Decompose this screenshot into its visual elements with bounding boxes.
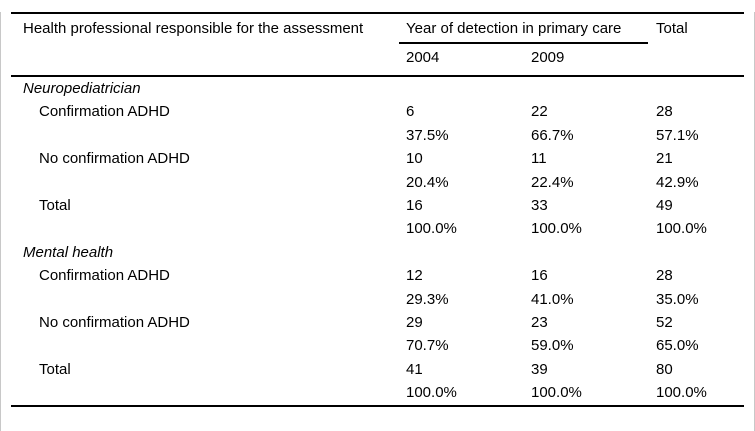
percent-value: 100.0% xyxy=(406,220,457,238)
cell-total: 80 100.0% xyxy=(656,358,744,406)
count-value: 10 xyxy=(406,150,423,168)
cell-2009: 23 59.0% xyxy=(531,311,656,358)
count-value: 28 xyxy=(656,267,673,285)
table-body: Neuropediatrician Confirmation ADHD 6 37… xyxy=(11,76,744,406)
table-header: Health professional responsible for the … xyxy=(11,13,744,76)
cell-2004: 10 20.4% xyxy=(406,147,531,194)
cell-2009: 33 100.0% xyxy=(531,194,656,241)
count-value: 29 xyxy=(406,314,423,332)
percent-value: 66.7% xyxy=(531,126,574,144)
cell-2009: 39 100.0% xyxy=(531,358,656,406)
count-value: 33 xyxy=(531,197,548,215)
header-year-group-label: Year of detection in primary care xyxy=(399,20,648,44)
cell-total: 49 100.0% xyxy=(656,194,744,241)
row-label: Total xyxy=(39,197,71,215)
row-label: Confirmation ADHD xyxy=(39,103,170,121)
cell-total: 28 35.0% xyxy=(656,264,744,311)
table-row: Total 41 100.0% 39 100.0% 80 100.0% xyxy=(11,358,744,406)
table-row: Confirmation ADHD 12 29.3% 16 41.0% 28 3… xyxy=(11,264,744,311)
count-value: 11 xyxy=(531,150,547,168)
header-row-label: Health professional responsible for the … xyxy=(23,20,364,37)
count-value: 16 xyxy=(406,197,423,215)
header-year-2009: 2009 xyxy=(531,49,565,66)
cell-total: 28 57.1% xyxy=(656,100,744,147)
table-row: No confirmation ADHD 29 70.7% 23 59.0% 5… xyxy=(11,311,744,358)
row-label: Total xyxy=(39,360,71,378)
percent-value: 100.0% xyxy=(531,220,582,238)
count-value: 22 xyxy=(531,103,548,121)
count-value: 39 xyxy=(531,360,548,378)
header-year-group: Year of detection in primary care xyxy=(399,13,656,44)
cell-2004: 29 70.7% xyxy=(406,311,531,358)
group-name: Mental health xyxy=(23,243,114,261)
group-name: Neuropediatrician xyxy=(23,80,141,97)
percent-value: 41.0% xyxy=(531,290,574,308)
group-header-row: Neuropediatrician xyxy=(11,76,744,100)
header-row-2: 2004 2009 xyxy=(11,44,744,76)
group-header-row: Mental health xyxy=(11,241,744,264)
row-label: No confirmation ADHD xyxy=(39,150,190,168)
table-row: Total 16 100.0% 33 100.0% 49 100.0% xyxy=(11,194,744,241)
percent-value: 22.4% xyxy=(531,173,574,191)
row-label: Confirmation ADHD xyxy=(39,267,170,285)
percent-value: 37.5% xyxy=(406,126,449,144)
count-value: 49 xyxy=(656,197,673,215)
header-total: Total xyxy=(656,20,688,37)
count-value: 28 xyxy=(656,103,673,121)
cell-2009: 16 41.0% xyxy=(531,264,656,311)
row-label: No confirmation ADHD xyxy=(39,314,190,332)
percent-value: 100.0% xyxy=(406,384,457,402)
cell-2004: 6 37.5% xyxy=(406,100,531,147)
percent-value: 35.0% xyxy=(656,290,699,308)
percent-value: 57.1% xyxy=(656,126,699,144)
percent-value: 65.0% xyxy=(656,337,699,355)
cell-total: 21 42.9% xyxy=(656,147,744,194)
page-background: Health professional responsible for the … xyxy=(0,12,755,431)
percent-value: 100.0% xyxy=(656,220,707,238)
percent-value: 20.4% xyxy=(406,173,449,191)
cell-2004: 41 100.0% xyxy=(406,358,531,406)
header-row-1: Health professional responsible for the … xyxy=(11,13,744,44)
percent-value: 70.7% xyxy=(406,337,449,355)
count-value: 6 xyxy=(406,103,415,121)
count-value: 16 xyxy=(531,267,548,285)
cell-2004: 12 29.3% xyxy=(406,264,531,311)
count-value: 52 xyxy=(656,314,673,332)
table-row: No confirmation ADHD 10 20.4% 11 22.4% 2… xyxy=(11,147,744,194)
count-value: 41 xyxy=(406,360,423,378)
crosstab-table: Health professional responsible for the … xyxy=(11,12,744,407)
count-value: 21 xyxy=(656,150,673,168)
count-value: 23 xyxy=(531,314,548,332)
cell-2009: 11 22.4% xyxy=(531,147,656,194)
cell-total: 52 65.0% xyxy=(656,311,744,358)
percent-value: 42.9% xyxy=(656,173,699,191)
cell-2009: 22 66.7% xyxy=(531,100,656,147)
percent-value: 100.0% xyxy=(656,384,707,402)
percent-value: 29.3% xyxy=(406,290,449,308)
percent-value: 59.0% xyxy=(531,337,574,355)
percent-value: 100.0% xyxy=(531,384,582,402)
table-row: Confirmation ADHD 6 37.5% 22 66.7% 28 57… xyxy=(11,100,744,147)
count-value: 12 xyxy=(406,267,423,285)
cell-2004: 16 100.0% xyxy=(406,194,531,241)
header-year-2004: 2004 xyxy=(406,49,440,66)
count-value: 80 xyxy=(656,360,673,378)
